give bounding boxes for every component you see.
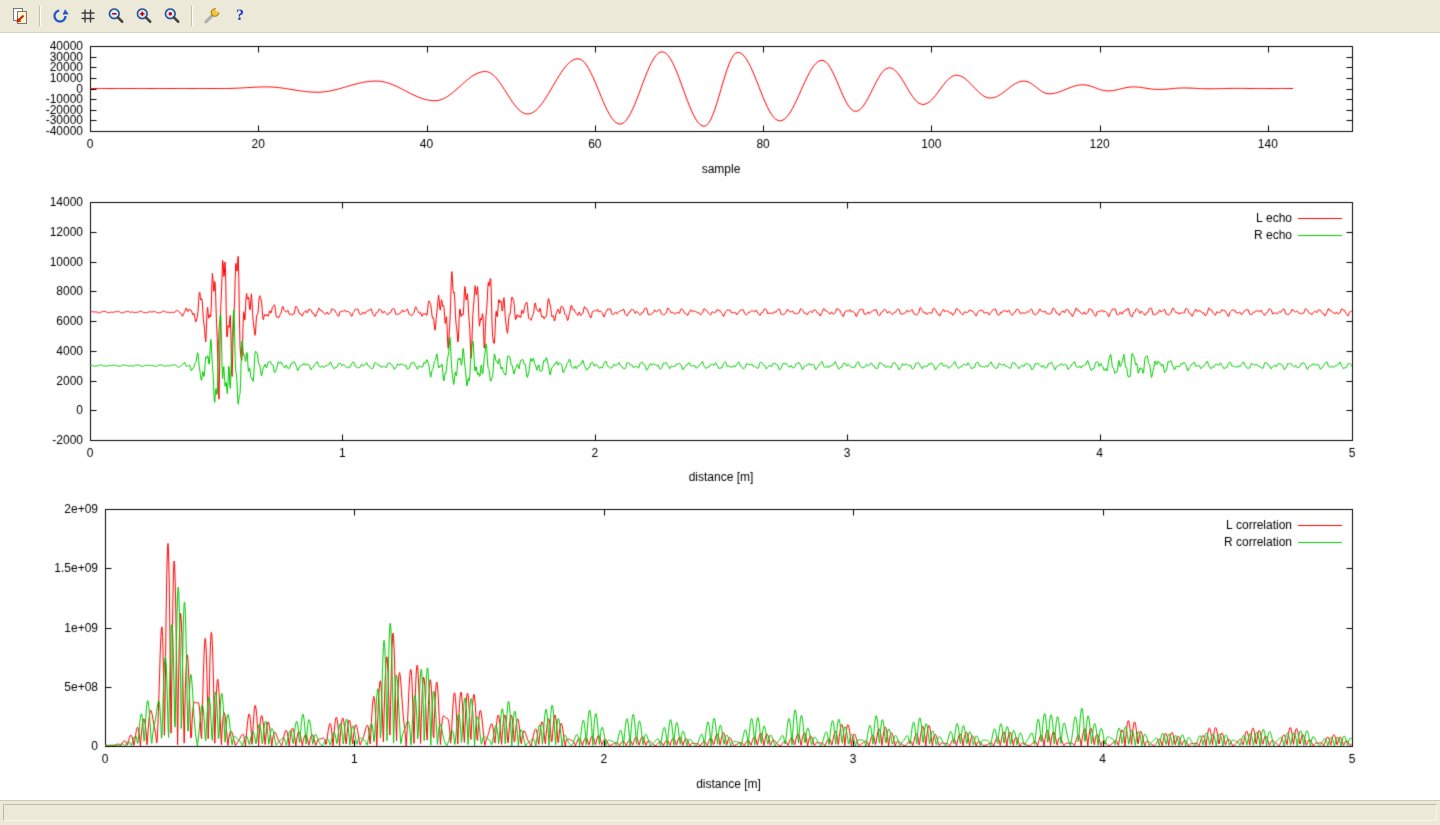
copy-icon (13, 8, 27, 24)
copy-to-clipboard-button[interactable] (7, 3, 33, 29)
autoscale-icon (164, 8, 180, 23)
chart-correlation-canvas[interactable] (0, 497, 1440, 800)
chart-pulse-canvas[interactable] (0, 33, 1440, 190)
grid-icon (81, 9, 95, 23)
wrench-icon (204, 6, 222, 24)
toolbar-separator (191, 6, 193, 26)
help-icon: ? (236, 7, 244, 24)
help-button[interactable]: ? (227, 3, 253, 29)
replot-button[interactable] (47, 3, 73, 29)
zoom-previous-icon (108, 8, 124, 23)
status-bar (0, 800, 1440, 825)
zoom-next-icon (136, 8, 152, 23)
toggle-grid-button[interactable] (75, 3, 101, 29)
chart-echo-canvas[interactable] (0, 190, 1440, 497)
toolbar: ? (0, 0, 1440, 33)
configure-terminal-button[interactable] (199, 3, 225, 29)
plot-area (0, 33, 1440, 800)
zoom-next-button[interactable] (131, 3, 157, 29)
zoom-previous-button[interactable] (103, 3, 129, 29)
refresh-icon (53, 9, 69, 23)
status-text (3, 804, 1437, 821)
toolbar-separator (39, 6, 41, 26)
autoscale-button[interactable] (159, 3, 185, 29)
